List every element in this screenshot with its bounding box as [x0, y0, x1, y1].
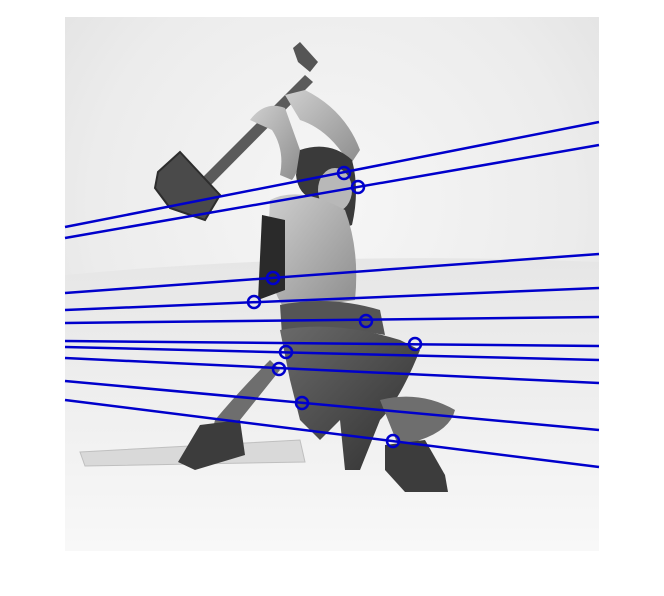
kilt — [280, 326, 420, 470]
matched-point-marker — [350, 179, 366, 195]
cape — [258, 215, 285, 300]
epipolar-line — [64, 356, 600, 385]
matched-point-marker — [246, 294, 262, 310]
epipolar-line — [64, 339, 600, 348]
left-boot — [178, 420, 245, 470]
right-arm — [285, 90, 360, 165]
left-arm — [250, 105, 300, 180]
torso — [267, 194, 357, 310]
epipolar-line — [64, 345, 600, 362]
matched-point-marker — [385, 433, 401, 449]
epipolar-line — [64, 252, 600, 295]
matched-point-marker — [271, 361, 287, 377]
matched-point-marker — [294, 395, 310, 411]
matched-point-marker — [407, 336, 423, 352]
epipolar-line — [64, 120, 600, 229]
photo — [65, 17, 599, 551]
hammer-handle — [195, 75, 313, 193]
epipolar-lines — [64, 120, 600, 469]
warrior-figure — [153, 42, 455, 492]
epipolar-line — [64, 143, 600, 240]
belt — [280, 301, 385, 335]
right-boot — [385, 440, 448, 492]
hammer-head — [153, 150, 222, 222]
epipolar-line — [64, 379, 600, 432]
hammer-tip — [293, 42, 318, 72]
matched-points — [246, 165, 423, 449]
epipolar-line — [64, 398, 600, 469]
matched-point-marker — [278, 344, 294, 360]
matched-point-marker — [265, 270, 281, 286]
matched-point-marker — [336, 165, 352, 181]
epipolar-line — [64, 315, 600, 325]
epipolar-line — [64, 286, 600, 312]
matched-point-marker — [358, 313, 374, 329]
